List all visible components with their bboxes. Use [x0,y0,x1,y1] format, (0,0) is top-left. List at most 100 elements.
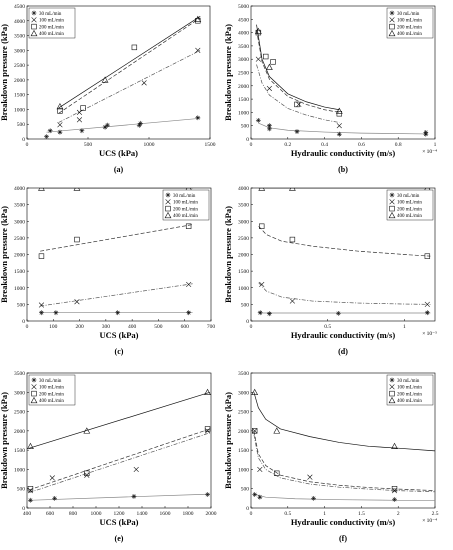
y-tick-label: 1500 [238,269,249,275]
y-tick-label: 4000 [238,31,249,37]
data-point-x [76,109,83,116]
y-tick-label: 4000 [238,186,249,192]
y-tick-label: 3500 [14,371,25,377]
x-tick-label: 300 [102,324,111,330]
legend-label: 200 mL/min [39,392,64,397]
fit-line-3 [256,24,340,111]
data-point-triangle [258,188,266,191]
data-point-triangle [38,188,45,191]
chart-panel: 0 0.2 0.4 0.6 0.8 1 0 500 1000 1500 2000 2500 3000 35… [223,4,437,174]
legend-marker [165,192,171,198]
legend-marker [31,23,37,30]
legend-label: 400 mL/min [39,32,64,37]
data-point-x [76,117,83,123]
plot-area [27,388,211,503]
x-tick-label: 2000 [206,511,217,517]
y-tick-label: 1500 [238,97,249,103]
x-exponent-label: × 10⁻⁴ [422,149,437,155]
y-tick-label: 0 [22,506,25,512]
data-point-triangle [83,427,91,434]
data-point-star [336,310,341,316]
chart-panel: 0 0.5 1 0 500 1000 1500 2000 2500 3000 3500 4000 × 1… [223,186,437,356]
fit-line-3 [253,392,435,452]
data-point-star [423,131,429,137]
data-point-square [259,223,265,229]
fit-line-3 [58,16,201,109]
legend-marker [165,199,171,205]
x-tick-label: 0.6 [358,142,365,148]
data-point-square [80,105,86,111]
data-point-square [204,426,211,432]
x-tick-label: 700 [207,324,216,330]
x-tick-label: 0.4 [321,142,328,148]
legend-box [386,189,434,221]
y-tick-label: 2000 [238,429,249,435]
y-tick-label: 1000 [14,107,25,113]
y-tick-label: 3000 [238,390,249,396]
legend-label: 30 mL/min [39,379,62,384]
x-exponent-label: × 10⁻⁵ [422,331,437,337]
y-tick-label: 0 [246,506,249,512]
y-tick-label: 500 [17,487,26,493]
fit-line-2 [253,430,435,491]
x-tick-label: 600 [181,324,190,330]
fit-line-1 [29,432,210,493]
x-tick-label: 0 [250,511,253,517]
y-tick-label: 2000 [238,253,249,259]
legend-marker [31,10,37,16]
panel-label: (c) [115,347,124,356]
legend-marker [389,199,395,205]
x-tick-label: 1 [323,511,326,517]
x-axis-label: UCS (kPa) [99,148,138,158]
y-tick-label: 2500 [14,63,25,69]
data-point-square [274,470,280,476]
x-tick-label: 100 [49,324,58,330]
x-tick-label: 2 [397,511,400,517]
legend-label: 100 mL/min [397,386,422,391]
data-point-x [57,122,63,128]
data-point-square [185,223,192,229]
y-axis-label: Breakdown pressure (kPa) [0,24,9,121]
legend-box [386,7,434,39]
legend-label: 100 mL/min [39,19,64,24]
legend-marker [31,17,37,23]
data-point-square [391,486,398,492]
data-point-x [74,299,80,305]
legend-box [28,374,76,406]
y-tick-label: 3500 [14,34,25,40]
x-tick-label: 2.5 [432,511,439,517]
data-point-star [424,310,430,316]
chart-panel: 400 600 800 1000 1200 1400 1600 1800 2000 0 500 100… [0,371,217,543]
x-axis-label: Hydraulic conductivity (m/s) [291,330,396,340]
chart-panel: 0 100 200 300 400 500 600 700 0 500 1000 1500 2000 25… [0,186,216,356]
legend-marker [389,10,395,16]
y-tick-label: 3500 [238,44,249,50]
y-tick-label: 2500 [238,71,249,77]
panel-label: (e) [115,534,124,543]
y-tick-label: 4000 [14,186,25,192]
data-point-square [84,470,90,476]
y-tick-label: 4500 [238,17,249,23]
data-point-star [115,310,121,316]
x-tick-label: 0.2 [284,142,291,148]
y-tick-label: 3000 [14,390,25,396]
x-tick-label: 1 [403,324,406,330]
legend-label: 200 mL/min [397,207,422,212]
data-point-star [39,310,44,316]
legend-label: 30 mL/min [397,379,420,384]
y-tick-label: 0 [22,319,25,325]
y-tick-label: 3500 [14,203,25,209]
x-exponent-label: × 10⁻⁴ [422,518,437,524]
y-tick-label: 2500 [238,410,249,416]
y-tick-label: 2000 [14,253,25,259]
data-point-triangle [101,76,109,83]
legend-label: 200 mL/min [397,25,422,30]
data-point-star [136,123,142,128]
x-tick-label: 1400 [137,511,148,517]
data-point-star [57,129,63,135]
x-tick-label: 0 [26,142,29,148]
